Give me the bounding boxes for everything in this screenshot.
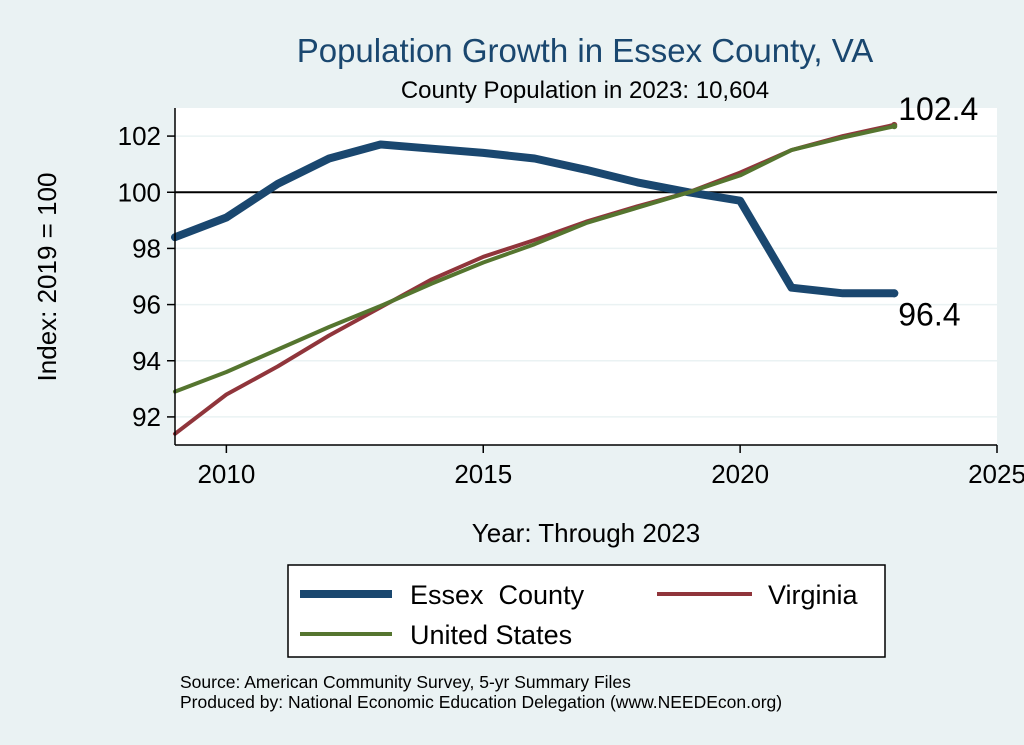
plot-area <box>175 108 997 445</box>
x-tick-label: 2010 <box>197 459 255 489</box>
y-tick-label: 102 <box>118 121 161 151</box>
chart-title: Population Growth in Essex County, VA <box>297 32 874 69</box>
source-note: Source: American Community Survey, 5-yr … <box>180 672 631 692</box>
x-tick-label: 2020 <box>711 459 769 489</box>
series-line-united-states <box>173 124 897 394</box>
annotation-label: 96.4 <box>898 296 960 332</box>
x-tick-label: 2015 <box>454 459 512 489</box>
legend-label-virginia: Virginia <box>768 580 859 610</box>
axes: 92 94 96 98 100 102 2010 2015 2020 2025 <box>118 108 1024 489</box>
legend-label-essex: Essex County <box>410 580 585 610</box>
x-tick-label: 2025 <box>968 459 1024 489</box>
y-tick-label: 94 <box>132 346 161 376</box>
legend-box <box>287 564 886 658</box>
legend: Essex County Virginia United States <box>287 564 886 658</box>
annotations: 102.4 96.4 <box>898 91 978 333</box>
series-end-point <box>890 289 899 298</box>
x-axis-label: Year: Through 2023 <box>472 518 700 548</box>
y-tick-label: 96 <box>132 290 161 320</box>
y-tick-label: 98 <box>132 233 161 263</box>
y-tick-label: 92 <box>132 402 161 432</box>
y-axis-label: Index: 2019 = 100 <box>32 173 62 382</box>
series-layer <box>171 121 899 436</box>
chart-subtitle: County Population in 2023: 10,604 <box>401 77 769 104</box>
grid-lines <box>175 135 997 418</box>
series-end-point <box>891 123 898 130</box>
producer-note: Produced by: National Economic Education… <box>180 692 782 712</box>
legend-label-us: United States <box>410 620 572 650</box>
series-line-essex-county <box>171 140 899 298</box>
annotation-label: 102.4 <box>898 91 978 127</box>
y-tick-label: 100 <box>118 177 161 207</box>
